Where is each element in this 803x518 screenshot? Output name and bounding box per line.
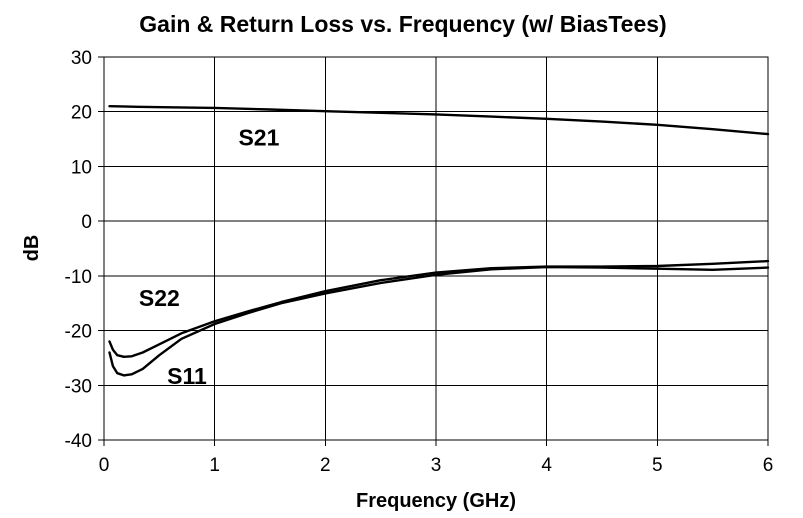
y-tick-label: 30 (71, 48, 92, 69)
x-tick-label: 6 (763, 455, 774, 476)
axes (98, 56, 769, 446)
chart-title: Gain & Return Loss vs. Frequency (w/ Bia… (139, 11, 666, 37)
series-lines (108, 104, 770, 377)
y-tick-label: -20 (65, 322, 92, 343)
series-line-s21 (108, 104, 770, 136)
y-tick-label: 20 (71, 103, 92, 124)
x-tick-label: 1 (209, 455, 220, 476)
x-tick-label: 3 (431, 455, 442, 476)
y-tick-label: -40 (65, 431, 92, 452)
x-tick-label: 2 (320, 455, 331, 476)
series-labels: S21 S22 S11 (139, 125, 280, 390)
y-axis-label: dB (21, 235, 43, 262)
y-tick-label: -10 (65, 267, 92, 288)
series-line-s11 (108, 265, 770, 377)
y-tick-label: 10 (71, 157, 92, 178)
y-tick-label: -30 (65, 376, 92, 397)
series-label-s21: S21 (238, 125, 279, 151)
x-tick-label: 5 (652, 455, 663, 476)
x-tick-label: 0 (99, 455, 110, 476)
y-tick-label: 0 (81, 212, 92, 233)
series-label-s11: S11 (167, 363, 207, 389)
x-axis-label: Frequency (GHz) (356, 490, 516, 512)
x-tick-label: 4 (541, 455, 552, 476)
tick-labels: -40 -30 -20 -10 0 10 20 30 0 1 2 3 4 5 6 (65, 48, 774, 476)
series-label-s22: S22 (139, 285, 180, 311)
